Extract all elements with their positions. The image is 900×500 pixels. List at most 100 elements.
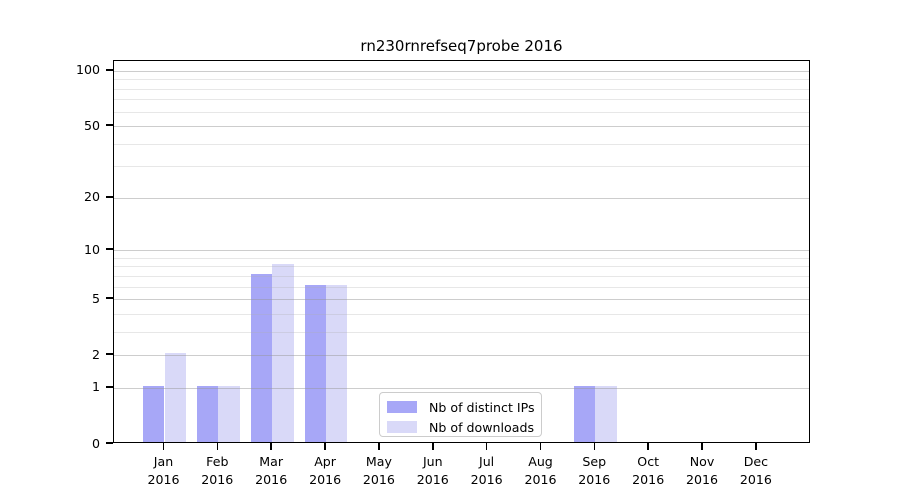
major-gridline-5 (114, 299, 809, 301)
bar-downloads-jan (164, 353, 186, 442)
x-tick-year: 2016 (255, 471, 288, 487)
x-tick-jan (162, 443, 165, 450)
x-tick-may (378, 443, 380, 450)
x-tick-year: 2016 (685, 471, 719, 487)
x-tick-month: Feb (206, 454, 229, 469)
minor-gridline-90 (114, 79, 809, 81)
y-tick-label-20: 20 (83, 189, 100, 205)
x-tick-nov (701, 443, 703, 450)
minor-gridline-4 (114, 313, 809, 315)
y-tick-20 (106, 196, 113, 198)
x-tick-label-apr: Apr 2016 (293, 453, 357, 488)
x-tick-label-jan: Jan 2016 (132, 453, 196, 488)
minor-gridline-3 (114, 331, 809, 333)
distinct-ips-swatch-icon (387, 401, 417, 413)
x-tick-label-jun: Jun 2016 (401, 453, 465, 488)
y-tick-label-10: 10 (83, 241, 100, 257)
x-tick-month: Oct (637, 454, 660, 469)
bar-downloads-apr (326, 284, 348, 442)
y-tick-label-0: 0 (91, 435, 100, 451)
x-tick-year: 2016 (578, 471, 611, 487)
x-tick-jun (432, 443, 434, 450)
minor-gridline-9 (114, 257, 809, 259)
minor-gridline-7 (114, 275, 809, 277)
y-tick-label-50: 50 (83, 117, 100, 133)
x-tick-year: 2016 (309, 471, 342, 487)
y-tick-2 (106, 353, 113, 355)
x-tick-label-feb: Feb 2016 (185, 453, 249, 488)
legend-entry-distinct-ips: Nb of distinct IPs (387, 399, 541, 415)
x-tick-apr (324, 443, 326, 450)
x-tick-month: Jul (478, 454, 495, 469)
bar-downloads-sep (595, 385, 617, 442)
x-tick-year: 2016 (739, 471, 772, 487)
x-tick-label-aug: Aug 2016 (509, 453, 573, 488)
x-tick-year: 2016 (362, 471, 395, 487)
legend: Nb of distinct IPs Nb of downloads (379, 392, 542, 437)
y-tick-50 (106, 124, 113, 126)
x-tick-label-nov: Nov 2016 (670, 453, 734, 488)
x-tick-month: Dec (743, 454, 769, 469)
bar-downloads-feb (218, 385, 240, 442)
minor-gridline-40 (114, 143, 809, 145)
x-tick-month: Aug (528, 454, 553, 469)
x-tick-dec (755, 443, 757, 450)
bar-distinct-ips-feb (196, 385, 219, 442)
major-gridline-50 (114, 126, 809, 128)
minor-gridline-30 (114, 166, 809, 168)
x-tick-oct (647, 443, 649, 450)
y-tick-label-100: 100 (75, 62, 100, 78)
y-tick-0 (106, 442, 113, 444)
x-tick-mar (270, 443, 272, 450)
x-tick-year: 2016 (470, 471, 503, 487)
y-tick-label-1: 1 (91, 379, 100, 395)
x-tick-month: Nov (689, 454, 715, 469)
x-tick-aug (539, 443, 542, 450)
minor-gridline-6 (114, 286, 809, 288)
x-tick-month: Mar (259, 454, 284, 469)
minor-gridline-8 (114, 266, 809, 268)
x-tick-year: 2016 (524, 471, 557, 487)
y-tick-1 (106, 386, 113, 388)
y-tick-label-2: 2 (91, 346, 100, 362)
major-gridline-100 (114, 70, 809, 72)
minor-gridline-70 (114, 99, 809, 101)
legend-entry-downloads: Nb of downloads (387, 419, 541, 435)
x-tick-month: Jan (153, 454, 174, 469)
x-tick-month: May (365, 454, 392, 469)
bar-distinct-ips-apr (304, 284, 327, 442)
major-gridline-2 (114, 355, 809, 357)
x-tick-month: Jun (422, 454, 443, 469)
legend-label-downloads: Nb of downloads (429, 419, 535, 435)
x-tick-sep (593, 443, 595, 450)
bar-distinct-ips-jan (143, 385, 165, 442)
major-gridline-1 (114, 387, 809, 389)
x-tick-month: Apr (314, 454, 336, 469)
bar-downloads-mar (272, 264, 294, 442)
x-tick-label-dec: Dec 2016 (724, 453, 788, 488)
y-tick-100 (106, 69, 113, 71)
x-tick-year: 2016 (147, 471, 180, 487)
downloads-swatch-icon (387, 421, 417, 433)
x-tick-label-mar: Mar 2016 (239, 453, 303, 488)
bar-distinct-ips-sep (573, 385, 596, 442)
major-gridline-20 (114, 197, 809, 199)
bar-distinct-ips-mar (250, 273, 273, 442)
minor-gridline-80 (114, 88, 809, 90)
y-tick-5 (106, 297, 113, 299)
x-tick-month: Sep (582, 454, 607, 469)
x-tick-year: 2016 (201, 471, 234, 487)
x-tick-label-jul: Jul 2016 (455, 453, 519, 488)
legend-label-distinct-ips: Nb of distinct IPs (429, 399, 535, 415)
x-tick-label-sep: Sep 2016 (562, 453, 626, 488)
minor-gridline-60 (114, 111, 809, 113)
x-tick-label-oct: Oct 2016 (616, 453, 680, 488)
x-tick-feb (216, 443, 219, 450)
x-tick-label-may: May 2016 (347, 453, 411, 488)
plot-area: Nb of distinct IPs Nb of downloads (113, 60, 810, 443)
y-tick-label-5: 5 (91, 290, 100, 306)
x-tick-jul (485, 443, 488, 450)
x-tick-year: 2016 (632, 471, 665, 487)
x-tick-year: 2016 (416, 471, 449, 487)
